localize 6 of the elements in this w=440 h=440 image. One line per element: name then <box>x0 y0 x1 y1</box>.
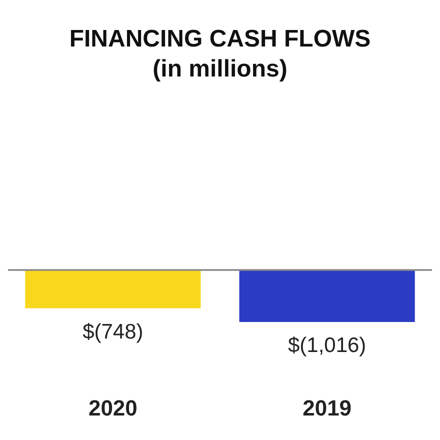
x-tick-label: 2020 <box>88 396 138 420</box>
data-label: $(1,016) <box>288 334 366 357</box>
chart-title: FINANCING CASH FLOWS <box>69 25 371 52</box>
chart-subtitle: (in millions) <box>152 55 288 82</box>
data-label: $(748) <box>82 320 144 344</box>
x-tick-label: 2019 <box>302 396 352 420</box>
